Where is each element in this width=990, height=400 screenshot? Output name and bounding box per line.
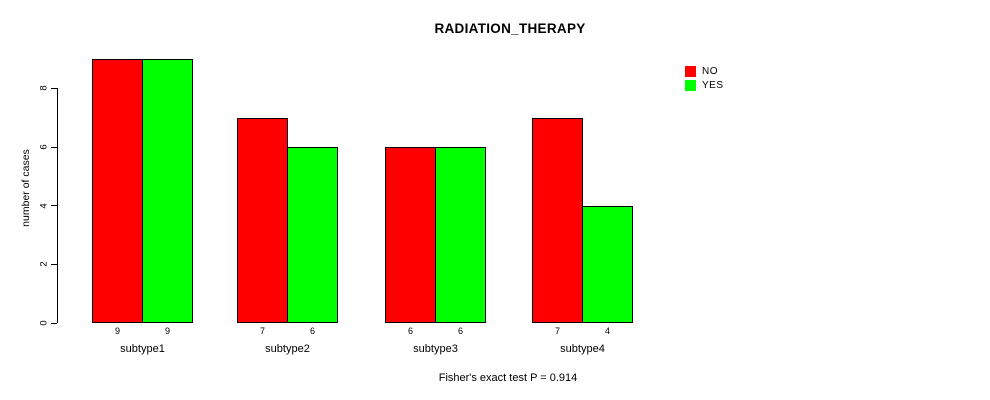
y-axis-tick	[51, 322, 57, 324]
y-axis-tick	[51, 263, 57, 265]
y-axis-tick-label: 6	[38, 144, 50, 150]
y-axis-tick	[51, 87, 57, 89]
legend-item-no: NO	[685, 64, 724, 78]
legend: NO YES	[685, 64, 724, 92]
bar-value-label: 6	[457, 326, 463, 336]
bar-yes-subtype2	[287, 147, 338, 323]
category-label-subtype1: subtype1	[120, 343, 165, 355]
bar-yes-subtype1	[142, 59, 193, 323]
chart-title: RADIATION_THERAPY	[434, 21, 586, 36]
category-label-subtype2: subtype2	[265, 343, 310, 355]
y-axis-tick-label: 0	[38, 320, 50, 326]
bar-value-label: 6	[309, 326, 315, 336]
bar-value-label: 9	[164, 326, 170, 336]
bar-no-subtype4	[532, 118, 583, 323]
bar-value-label: 7	[554, 326, 560, 336]
bar-value-label: 4	[604, 326, 610, 336]
legend-swatch-no	[685, 65, 696, 77]
legend-item-yes: YES	[685, 78, 724, 92]
bar-no-subtype1	[92, 59, 143, 323]
legend-swatch-yes	[685, 79, 696, 91]
bar-no-subtype3	[385, 147, 436, 323]
legend-label-no: NO	[702, 65, 718, 77]
bar-no-subtype2	[237, 118, 288, 323]
bar-yes-subtype4	[582, 206, 633, 323]
y-axis-tick-label: 8	[38, 85, 50, 92]
y-axis-tick	[51, 205, 57, 207]
bar-value-label: 6	[407, 326, 413, 336]
y-axis-line	[57, 88, 58, 323]
y-axis-tick-label: 4	[38, 203, 50, 209]
category-label-subtype4: subtype4	[560, 343, 605, 355]
footer-stat-note: Fisher's exact test P = 0.914	[438, 372, 578, 384]
y-axis-title: number of cases	[20, 149, 32, 227]
bar-value-label: 7	[259, 326, 265, 336]
category-label-subtype3: subtype3	[413, 343, 458, 355]
y-axis-tick	[51, 146, 57, 148]
y-axis-tick-label: 2	[38, 261, 50, 267]
bar-value-label: 9	[114, 326, 120, 336]
legend-label-yes: YES	[702, 79, 724, 91]
bar-yes-subtype3	[435, 147, 486, 323]
